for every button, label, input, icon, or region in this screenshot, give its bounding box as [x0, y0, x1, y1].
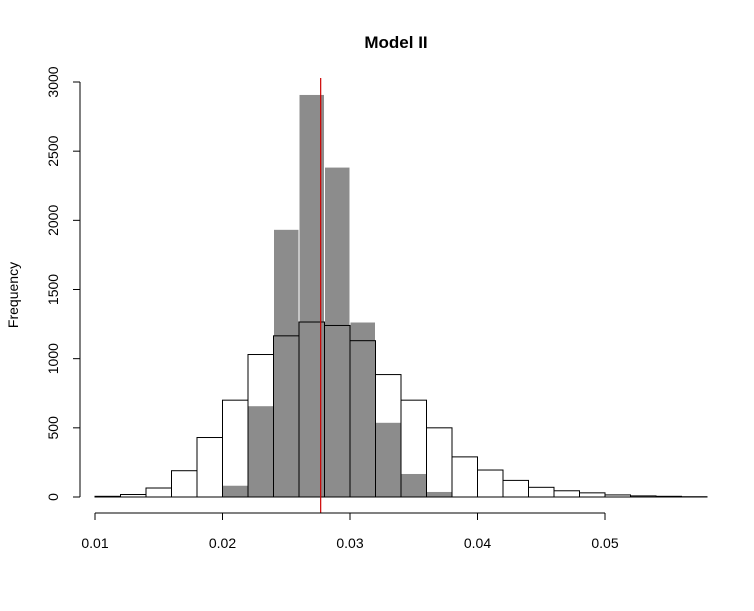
y-axis-title: Frequency [5, 262, 21, 328]
filled-series [222, 93, 453, 498]
x-tick-label: 0.02 [209, 535, 236, 551]
outline-bar [426, 427, 453, 498]
outline-bar [502, 479, 529, 498]
y-tick-label: 1500 [45, 274, 61, 305]
x-tick-label: 0.04 [464, 535, 491, 551]
outline-bar [655, 495, 682, 498]
x-tick-label: 0.01 [81, 535, 108, 551]
y-axis: 0 500 1000 1500 2000 2500 3000 [45, 66, 81, 501]
x-tick-label: 0.03 [336, 535, 363, 551]
y-tick-label: 1000 [45, 343, 61, 374]
outline-bar [145, 487, 172, 498]
outline-series [94, 321, 708, 498]
filled-bar [400, 472, 427, 498]
y-tick-label: 500 [45, 416, 61, 440]
x-axis: 0.01 0.02 0.03 0.04 0.05 [81, 512, 619, 551]
outline-bar [553, 490, 580, 498]
outline-bar [579, 492, 606, 498]
filled-bar [247, 405, 274, 498]
y-tick-label: 3000 [45, 66, 61, 97]
filled-bar [324, 166, 351, 498]
outline-bar [477, 469, 504, 498]
y-tick-label: 2500 [45, 135, 61, 166]
filled-bar [273, 228, 300, 498]
filled-bar [222, 484, 249, 498]
filled-bar [375, 421, 402, 498]
y-tick-label: 2000 [45, 205, 61, 236]
x-tick-label: 0.05 [591, 535, 618, 551]
outline-bar [120, 494, 147, 498]
outline-bar [222, 399, 249, 498]
y-tick-label: 0 [45, 493, 61, 501]
outline-bar [94, 495, 121, 498]
filled-bar [349, 321, 376, 498]
outline-bar [604, 494, 631, 498]
outline-bar [196, 437, 223, 498]
chart-title: Model II [364, 33, 427, 52]
outline-bar [171, 470, 198, 498]
outline-bar [528, 486, 555, 498]
outline-bar [630, 495, 657, 498]
filled-bar [426, 490, 453, 498]
outline-bar [451, 456, 478, 498]
